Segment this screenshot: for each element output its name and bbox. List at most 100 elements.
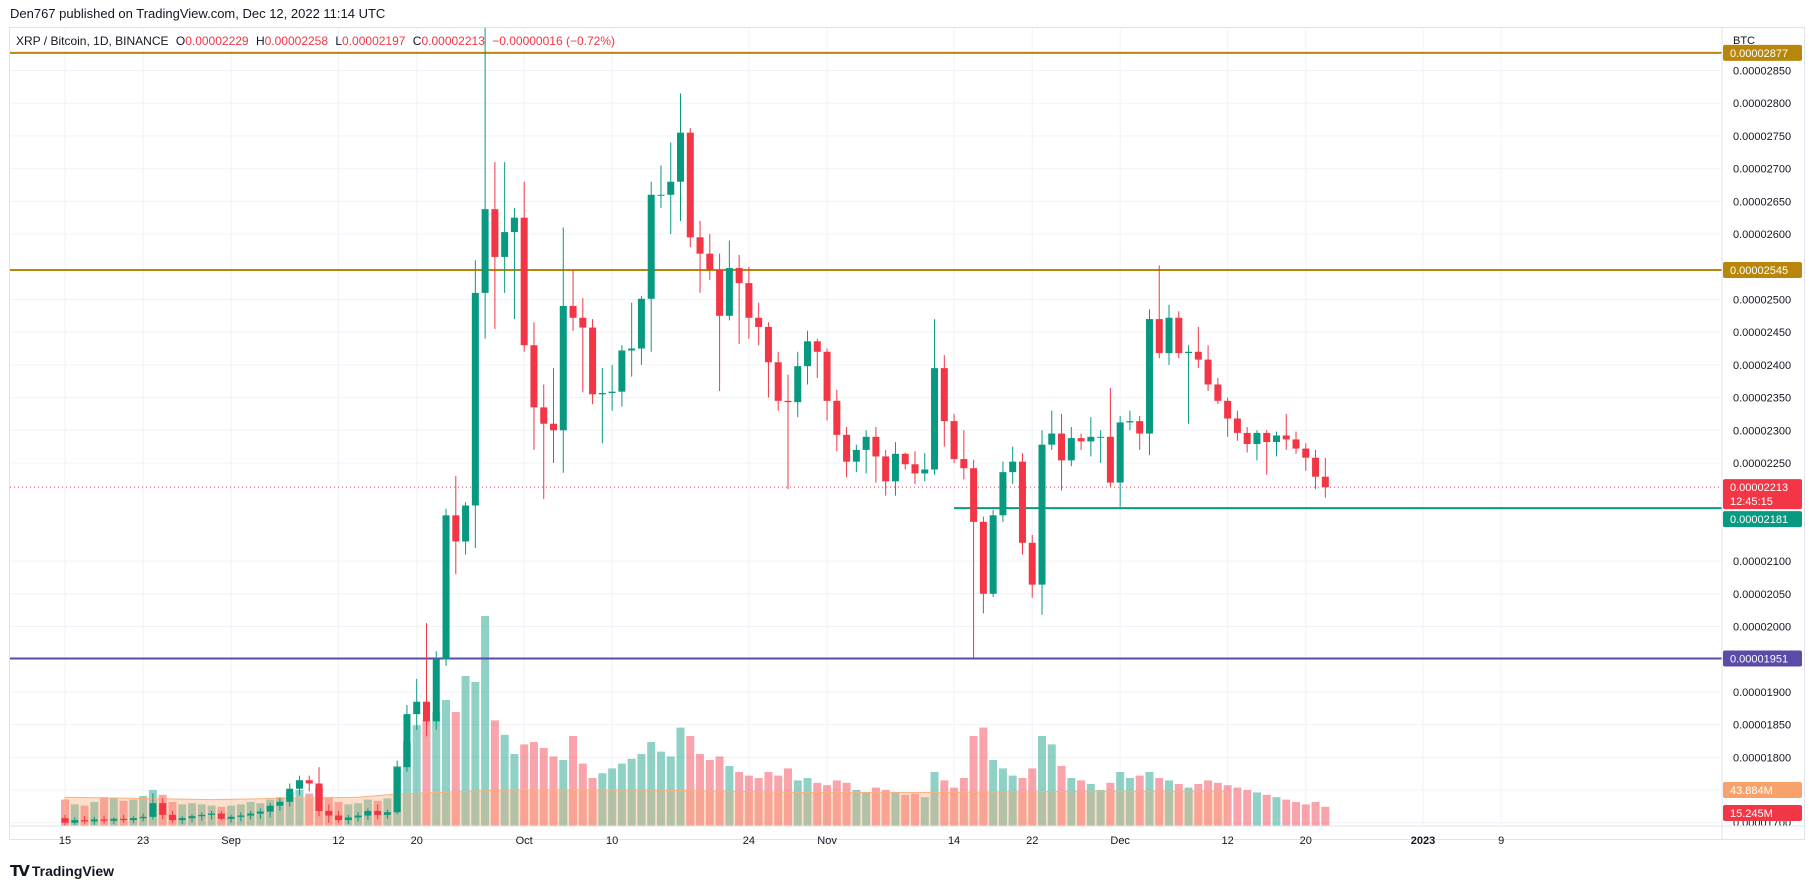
candle-body (1214, 384, 1222, 401)
volume-bar (891, 792, 900, 826)
support-price-tag-text: 0.00002181 (1730, 514, 1788, 526)
candle-body (862, 436, 870, 450)
volume-bar (881, 790, 890, 826)
volume-bar (1067, 778, 1076, 826)
symbol-label: XRP / Bitcoin, 1D, BINANCE (16, 34, 169, 48)
candle-body (1253, 432, 1261, 445)
candle-body (81, 820, 89, 822)
candle-body (383, 812, 391, 815)
volume-bar (100, 797, 109, 826)
candle-body (1302, 448, 1310, 458)
price-tick-label: 0.00002750 (1733, 131, 1791, 143)
candle-body (1136, 421, 1144, 434)
candle-body (901, 453, 909, 465)
candle-body (286, 788, 294, 802)
candle-body (950, 421, 958, 460)
volume-bar (490, 720, 499, 826)
volume-bar (627, 758, 636, 826)
volume-bar (1008, 775, 1017, 826)
candle-body (90, 819, 98, 822)
volume-bar (275, 797, 284, 826)
volume-bar (989, 760, 998, 826)
price-labels: 0.00002877 0.00002545 0.00001951 0.00002213… (1723, 44, 1802, 821)
volume-bar (451, 712, 460, 826)
candle-body (852, 449, 860, 462)
candle-body (1028, 542, 1036, 585)
volume-bar (305, 793, 314, 826)
candle-body (325, 810, 333, 816)
volume-bar (481, 616, 490, 826)
candle-body (413, 701, 421, 715)
candle-body (716, 270, 724, 316)
volume-bar (656, 751, 665, 826)
price-tick-label: 0.00002050 (1733, 589, 1791, 601)
price-tick-label: 0.00002400 (1733, 360, 1791, 372)
candle-body (657, 194, 665, 196)
level-price-tag-bg (1723, 44, 1802, 61)
candle-body (647, 194, 655, 299)
volume-bar (686, 736, 695, 826)
price-axis: BTC0.000028500.000028000.000027500.00002… (1721, 28, 1804, 840)
volume-bar (969, 736, 978, 826)
tradingview-logo-icon: 𝗧𝗩 (10, 863, 30, 880)
candle-body (979, 521, 987, 594)
close-value: 0.00002213 (421, 34, 485, 48)
candle-body (999, 472, 1007, 516)
price-tick-label: 0.00002300 (1733, 425, 1791, 437)
price-tick-label: 0.00002350 (1733, 393, 1791, 405)
volume-bar (471, 682, 480, 826)
support-price-tag: 0.00002181 (1723, 511, 1802, 528)
time-tick-label: 12 (1222, 835, 1234, 847)
candle-body (921, 469, 929, 474)
candle-body (168, 814, 176, 821)
candle-body (804, 341, 812, 367)
open-label: O (175, 34, 186, 48)
volume-bar (569, 736, 578, 826)
candle-body (188, 816, 196, 819)
volume-bar (979, 727, 988, 826)
time-tick-label: 9 (1498, 835, 1504, 847)
volume-bar (1135, 775, 1144, 826)
time-tick-label: 15 (59, 835, 71, 847)
last-price-tag-text: 0.00002213 (1730, 482, 1788, 494)
candle-body (1312, 457, 1320, 477)
candle-body (823, 351, 831, 401)
candle-body (237, 815, 245, 817)
volume-bar (1243, 790, 1252, 826)
candle-body (393, 767, 401, 813)
price-tick-label: 0.00001800 (1733, 752, 1791, 764)
volume-bar (1272, 797, 1281, 826)
footer-brand[interactable]: 𝗧𝗩 TradingView (10, 862, 114, 880)
candle-body (1018, 461, 1026, 543)
candle-body (1272, 435, 1280, 443)
candle-body (960, 459, 968, 469)
open-value: 0.00002229 (185, 34, 249, 48)
candle-body (110, 818, 118, 821)
volume-bar (529, 742, 538, 826)
candle-body (510, 217, 518, 233)
candle-body (530, 345, 538, 408)
candle-body (178, 818, 186, 821)
chart-frame[interactable] (9, 27, 1805, 840)
candle-body (335, 815, 343, 821)
volume-bar (402, 742, 411, 826)
volume-bar (412, 725, 421, 826)
time-tick-label: 12 (332, 835, 344, 847)
volume-bar (901, 794, 910, 826)
candle-body (706, 253, 714, 271)
volume-layer (61, 616, 1330, 827)
candle-body (208, 813, 216, 815)
volume-bar (1125, 778, 1134, 826)
volume-bar (559, 760, 568, 826)
candle-body (61, 818, 69, 823)
high-value: 0.00002258 (264, 34, 329, 48)
candle-body (569, 305, 577, 318)
volume-bar (1018, 778, 1027, 826)
candle-body (696, 237, 704, 254)
time-axis: 15 23 Sep 12 20 Oct 10 24 Nov 14 22 Dec 12 20 2023 9 (10, 825, 1804, 847)
volume-bar (823, 785, 832, 826)
volume-bar (1165, 780, 1174, 826)
volume-bar (1174, 784, 1183, 826)
candle-body (1233, 418, 1241, 433)
